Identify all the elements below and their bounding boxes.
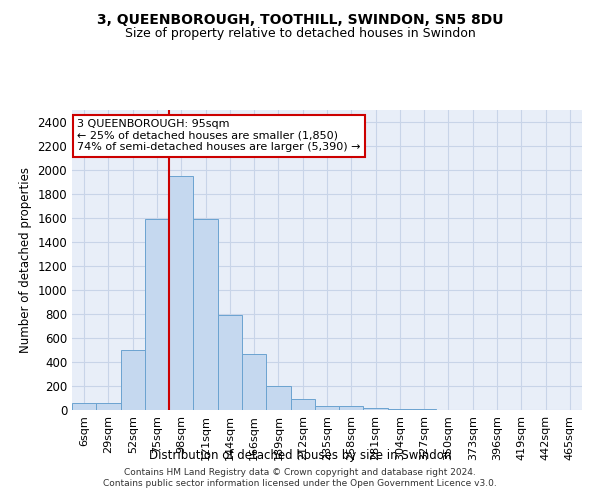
Text: 3, QUEENBOROUGH, TOOTHILL, SWINDON, SN5 8DU: 3, QUEENBOROUGH, TOOTHILL, SWINDON, SN5 … (97, 12, 503, 26)
Bar (218, 315, 242, 410)
Bar (266, 386, 290, 410)
Bar (315, 406, 339, 410)
Y-axis label: Number of detached properties: Number of detached properties (19, 167, 32, 353)
Bar (242, 354, 266, 410)
Bar (121, 350, 145, 410)
Text: Contains HM Land Registry data © Crown copyright and database right 2024.
Contai: Contains HM Land Registry data © Crown c… (103, 468, 497, 487)
Bar (169, 176, 193, 410)
Bar (193, 219, 218, 410)
Bar (72, 403, 96, 410)
Text: 3 QUEENBOROUGH: 95sqm
← 25% of detached houses are smaller (1,850)
74% of semi-d: 3 QUEENBOROUGH: 95sqm ← 25% of detached … (77, 119, 361, 152)
Bar (290, 399, 315, 410)
Bar (145, 219, 169, 410)
Bar (339, 406, 364, 410)
Text: Distribution of detached houses by size in Swindon: Distribution of detached houses by size … (149, 448, 451, 462)
Text: Size of property relative to detached houses in Swindon: Size of property relative to detached ho… (125, 28, 475, 40)
Bar (364, 408, 388, 410)
Bar (96, 403, 121, 410)
